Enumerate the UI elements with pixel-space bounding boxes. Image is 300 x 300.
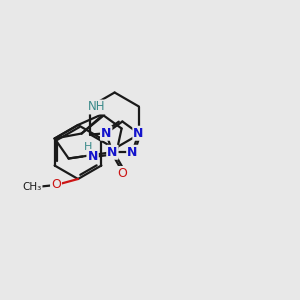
Text: O: O: [51, 178, 61, 191]
Text: N: N: [133, 127, 144, 140]
Text: NH: NH: [88, 100, 106, 113]
Text: H: H: [83, 142, 92, 152]
Text: N: N: [87, 150, 98, 163]
Text: N: N: [107, 146, 118, 159]
Text: O: O: [118, 167, 128, 180]
Text: N: N: [127, 146, 137, 159]
Text: N: N: [101, 127, 111, 140]
Text: CH₃: CH₃: [22, 182, 42, 192]
